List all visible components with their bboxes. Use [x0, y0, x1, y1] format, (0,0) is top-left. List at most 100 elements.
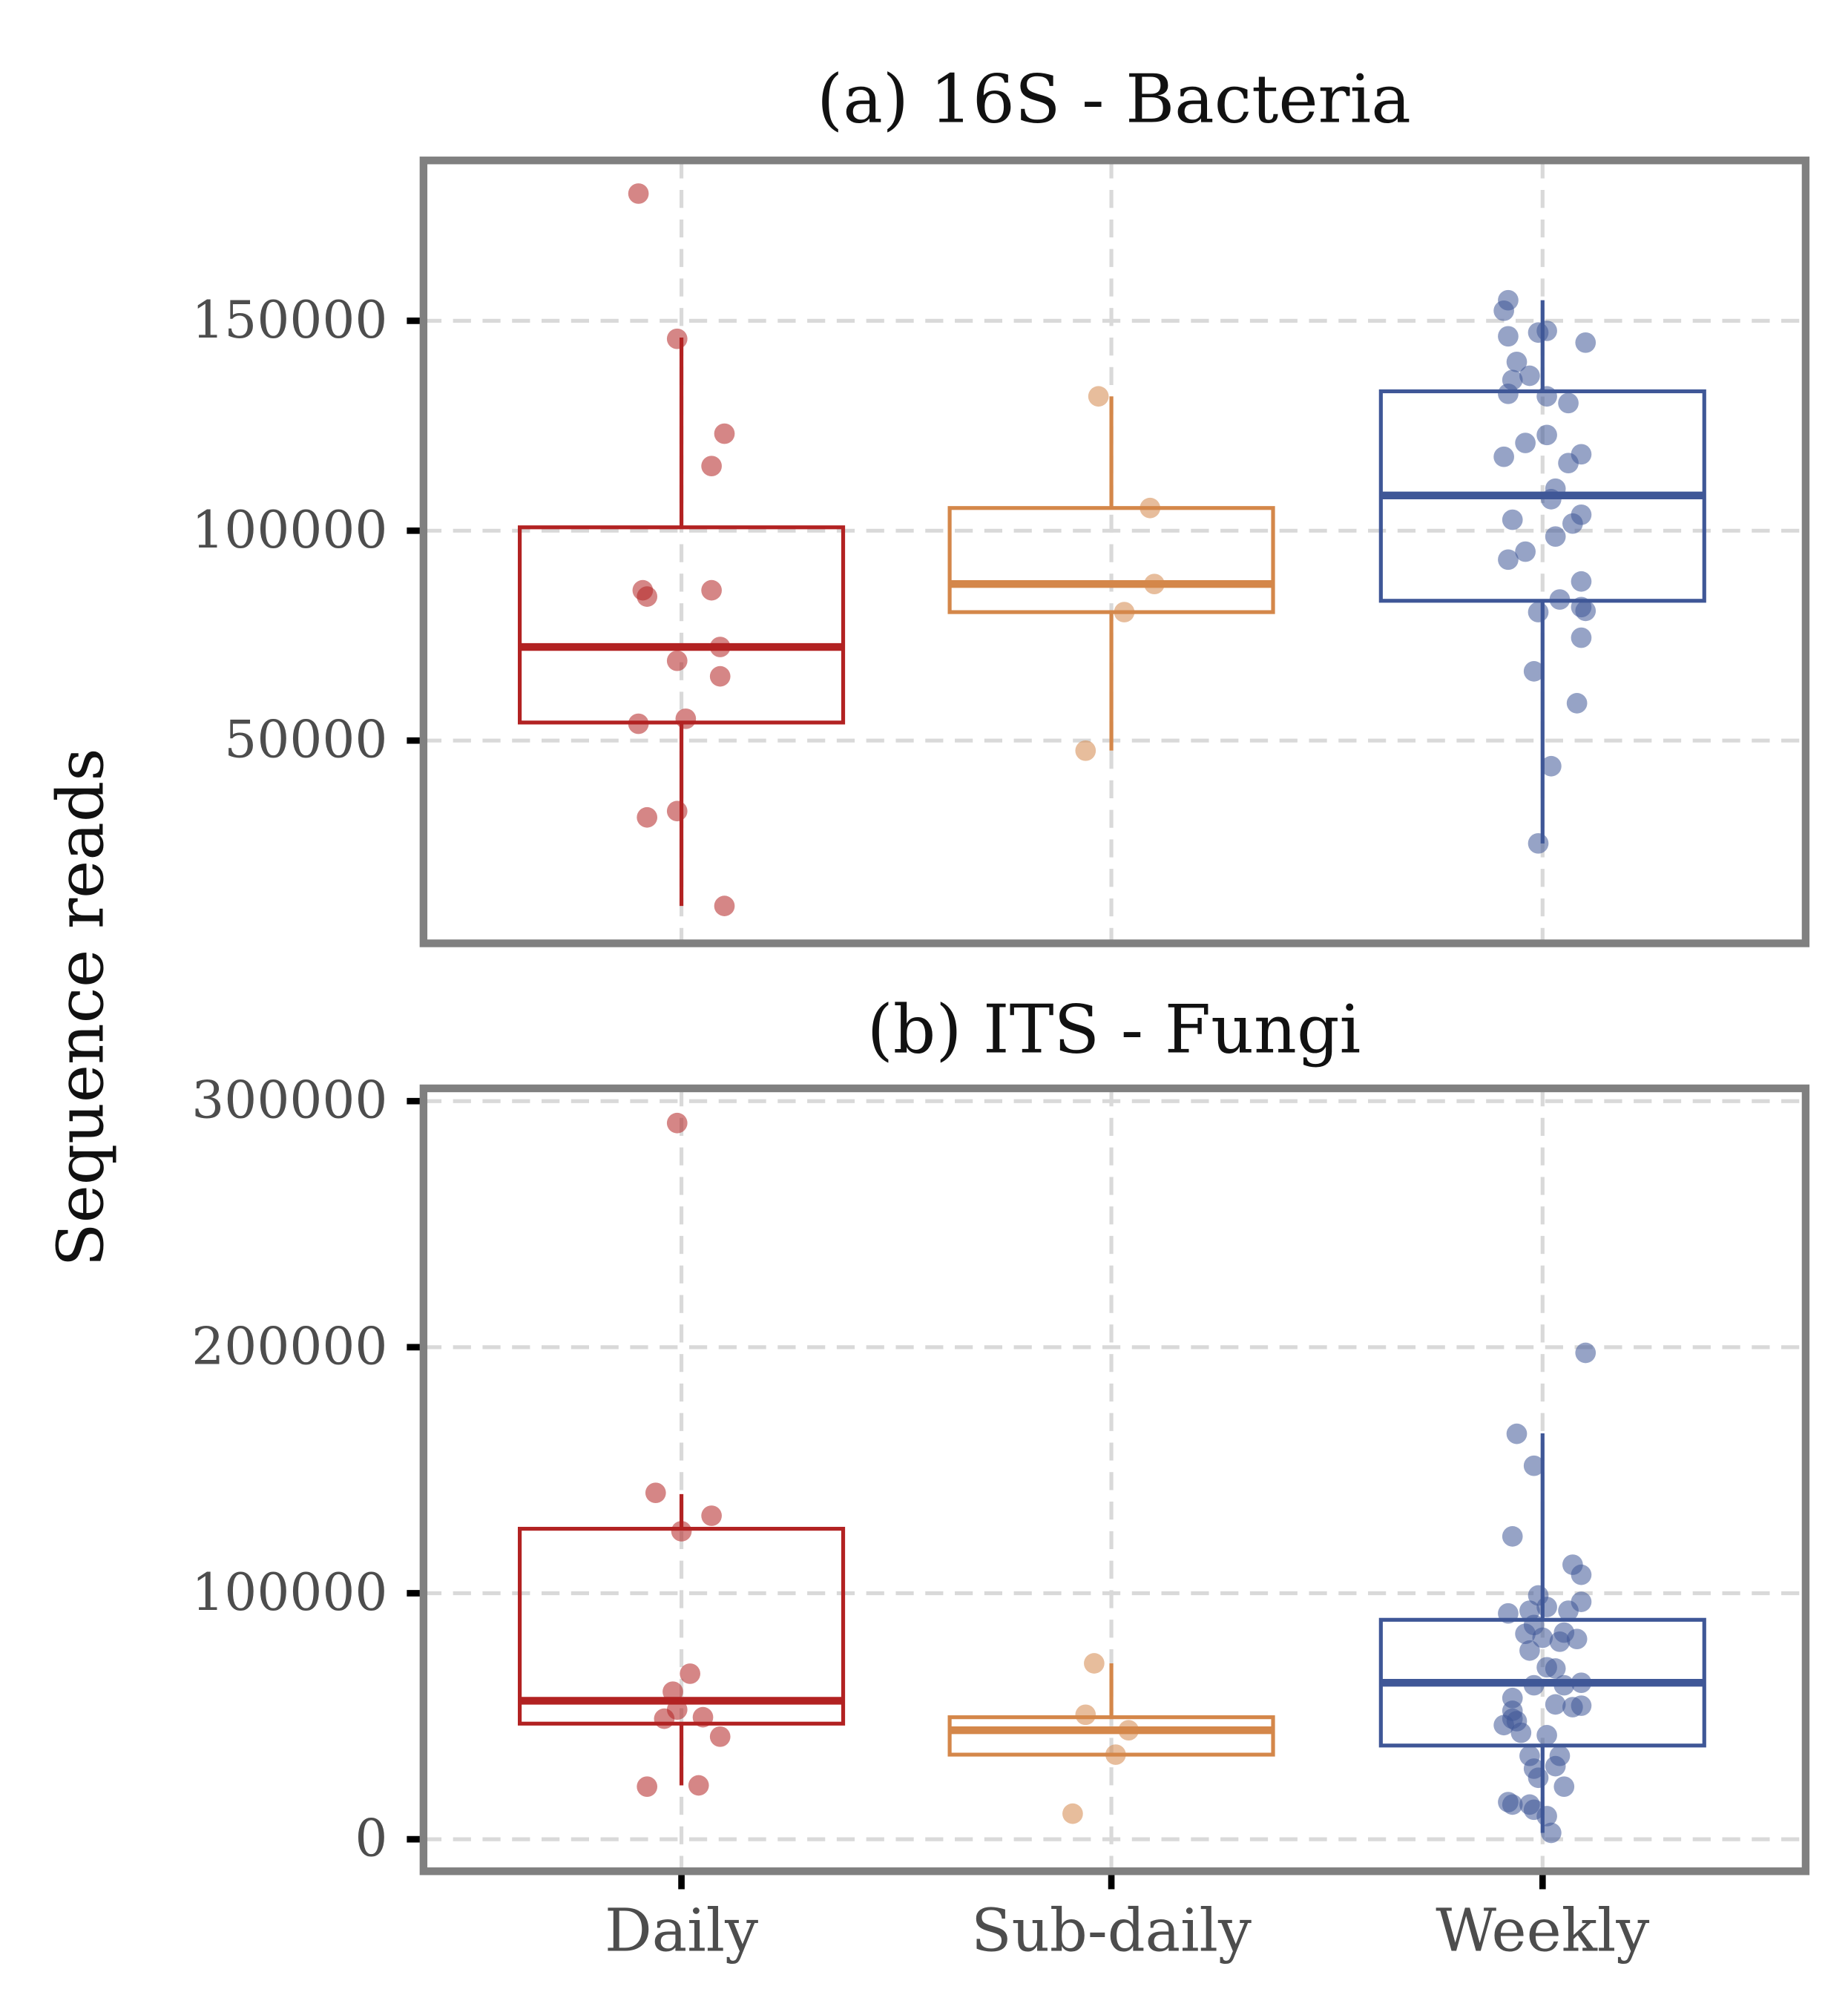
data-point [1498, 326, 1519, 347]
y-tick-label: 150000 [191, 291, 387, 350]
data-point [1075, 740, 1096, 761]
data-point [666, 328, 688, 349]
data-point [645, 1482, 666, 1504]
data-point [1575, 1342, 1597, 1364]
data-point [1549, 1631, 1571, 1652]
data-point [1536, 1806, 1557, 1827]
data-point [1502, 509, 1523, 530]
data-point [709, 637, 731, 657]
data-point [709, 1726, 731, 1747]
data-point [1575, 332, 1597, 353]
x-tick-label-daily: Daily [605, 1896, 758, 1965]
box-sub-daily [947, 1653, 1275, 1824]
box-daily [517, 183, 846, 916]
data-point [1553, 1776, 1575, 1798]
data-point [1528, 602, 1549, 622]
panel-0: (a) 16S - Bacteria 50000 100000 150000 [191, 61, 1810, 947]
y-tick-label: 0 [355, 1809, 387, 1869]
data-point [1062, 1803, 1083, 1824]
data-point [1558, 392, 1579, 414]
data-point [1515, 433, 1536, 453]
data-point [1140, 497, 1161, 519]
data-point [1541, 489, 1562, 510]
box-weekly [1378, 289, 1706, 854]
panel-border [419, 1084, 1810, 1876]
data-point [1545, 1658, 1566, 1679]
data-point [1088, 386, 1109, 407]
data-point [714, 423, 735, 444]
data-point [637, 1776, 658, 1798]
data-point [671, 1521, 692, 1542]
data-point [1536, 386, 1557, 407]
data-point [1105, 1744, 1126, 1765]
data-point [1571, 627, 1592, 648]
data-point [1515, 541, 1536, 562]
data-point [1510, 1722, 1532, 1743]
data-point [654, 1708, 675, 1729]
data-point [1493, 446, 1514, 467]
data-point [709, 665, 731, 687]
y-tick-label: 300000 [191, 1071, 387, 1131]
panel-border [419, 157, 1810, 947]
data-point [637, 586, 658, 607]
data-point [1528, 832, 1549, 854]
data-point [628, 713, 649, 734]
data-point [1536, 424, 1557, 446]
box-iqr [947, 506, 1275, 614]
panel-title: (a) 16S - Bacteria [817, 61, 1411, 138]
data-point [1515, 1623, 1536, 1645]
data-point [1536, 1725, 1557, 1746]
data-point [1532, 1627, 1553, 1649]
data-point [1519, 1640, 1540, 1661]
panel-title: (b) ITS - Fungi [867, 992, 1361, 1069]
box-sub-daily [947, 386, 1275, 761]
data-point [675, 708, 697, 729]
data-point [680, 1663, 700, 1684]
data-point [1493, 300, 1514, 321]
data-point [1519, 365, 1540, 387]
data-point [1571, 1564, 1592, 1585]
data-point [1114, 602, 1135, 622]
data-point [1571, 1672, 1592, 1694]
data-point [1493, 1715, 1514, 1736]
data-point [1498, 1603, 1519, 1624]
data-point [701, 456, 722, 477]
data-point [688, 1775, 709, 1796]
plot-background [423, 160, 1806, 944]
data-point [1536, 321, 1557, 341]
data-point [666, 1112, 688, 1134]
data-point [1541, 1822, 1562, 1844]
data-point [1523, 1455, 1545, 1476]
y-axis-label: Sequence reads [44, 748, 118, 1266]
data-point [1536, 1597, 1557, 1617]
data-point [692, 1706, 714, 1728]
data-point [1498, 549, 1519, 571]
data-point [666, 650, 688, 671]
y-tick-label: 200000 [191, 1317, 387, 1376]
data-point [1545, 1755, 1566, 1777]
data-point [1571, 1695, 1592, 1716]
data-point [666, 801, 688, 822]
data-point [1506, 1423, 1528, 1444]
data-point [1553, 1674, 1575, 1696]
data-point [662, 1681, 683, 1702]
data-point [1545, 526, 1566, 548]
data-point [1118, 1720, 1140, 1741]
data-point [1575, 600, 1597, 622]
data-point [1075, 1704, 1096, 1726]
data-point [1566, 1628, 1588, 1650]
data-point [1545, 1694, 1566, 1715]
data-point [1498, 384, 1519, 404]
x-tick-label-weekly: Weekly [1436, 1896, 1649, 1965]
data-point [637, 806, 658, 828]
data-point [714, 895, 735, 916]
data-point [1502, 1794, 1523, 1815]
data-point [1558, 453, 1579, 474]
box-daily [517, 1112, 846, 1798]
data-point [628, 183, 649, 204]
data-point [1506, 351, 1528, 372]
data-point [1549, 589, 1571, 610]
plot-background [423, 1088, 1806, 1872]
box-weekly [1378, 1342, 1706, 1844]
